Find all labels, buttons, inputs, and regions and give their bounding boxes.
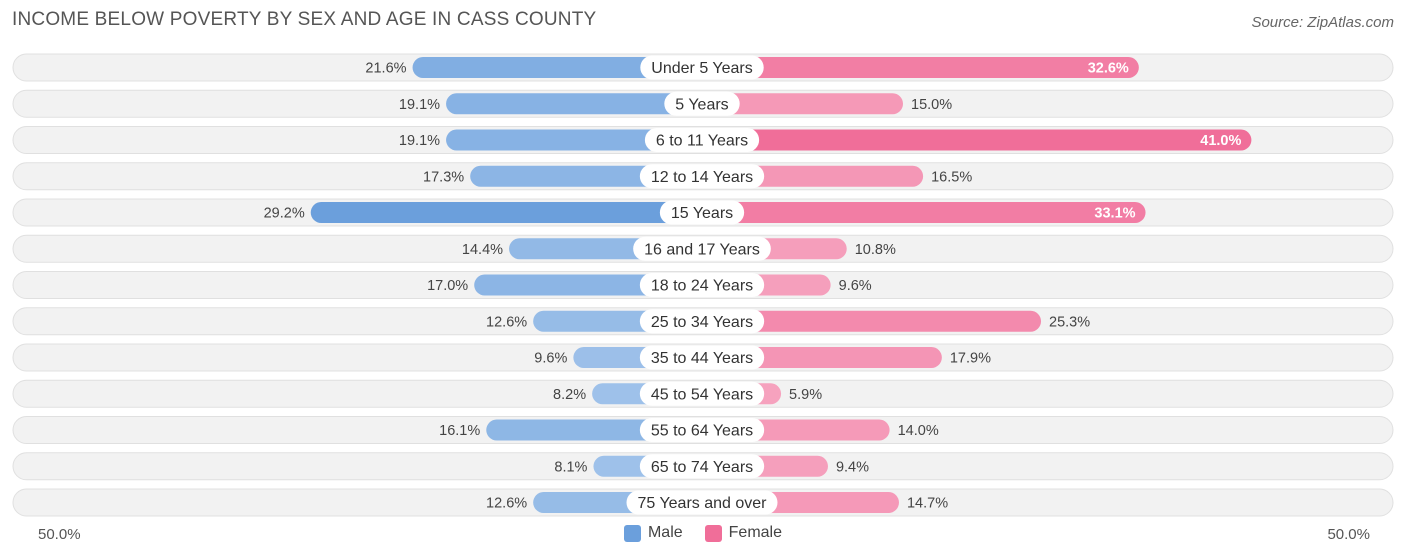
legend-label-female: Female (728, 524, 783, 541)
category-pill (644, 128, 760, 152)
value-label-female: 9.4% (836, 459, 869, 475)
value-label-female: 32.6% (1088, 61, 1129, 77)
bar-female (702, 202, 1146, 223)
value-label-male: 8.1% (554, 459, 587, 475)
value-label-female: 5.9% (789, 387, 822, 403)
value-label-female: 10.8% (855, 242, 896, 258)
category-pill (664, 91, 740, 116)
value-label-female: 16.5% (931, 169, 972, 185)
category-label: Under 5 Years (651, 60, 752, 77)
category-pill (640, 55, 764, 80)
bar-female (702, 57, 1139, 78)
category-pill (639, 309, 765, 334)
chart-title: INCOME BELOW POVERTY BY SEX AND AGE IN C… (12, 9, 597, 30)
value-label-female: 25.3% (1049, 314, 1090, 330)
category-label: 15 Years (671, 205, 733, 222)
category-pill (639, 273, 765, 297)
category-pill (639, 345, 765, 370)
value-label-male: 19.1% (399, 133, 440, 149)
bar-female (702, 310, 1042, 332)
value-label-female: 14.7% (907, 496, 948, 512)
category-label: 25 to 34 Years (651, 314, 753, 331)
value-label-female: 15.0% (911, 97, 952, 113)
value-label-male: 14.4% (462, 242, 503, 258)
category-label: 16 and 17 Years (644, 241, 760, 258)
legend-item-female[interactable]: Female (704, 524, 783, 542)
bar-female (702, 93, 903, 115)
legend-label-male: Male (647, 524, 683, 541)
category-label: 55 to 64 Years (651, 423, 753, 440)
value-label-female: 17.9% (950, 351, 991, 367)
category-pill (639, 418, 765, 442)
category-label: 45 to 54 Years (651, 386, 753, 403)
category-label: 18 to 24 Years (651, 278, 753, 295)
axis-left-label: 50.0% (38, 526, 81, 543)
axis-right-label: 50.0% (1327, 526, 1370, 543)
category-pill (626, 490, 778, 515)
legend: Male Female (0, 524, 1406, 542)
bar-female (702, 129, 1252, 151)
category-label: 65 to 74 Years (651, 459, 753, 476)
legend-item-male[interactable]: Male (623, 524, 683, 542)
value-label-male: 8.2% (553, 387, 586, 403)
bar-male (412, 57, 702, 78)
category-label: 5 Years (675, 96, 728, 113)
legend-swatch-female (704, 524, 722, 542)
category-pill (633, 236, 771, 261)
diverging-bar-chart: 21.6% 32.6% Under 5 Years 19.1% 15.0% 5 Years… (12, 53, 1394, 517)
value-label-male: 19.1% (399, 97, 440, 113)
category-pill (639, 164, 765, 189)
value-label-male: 17.3% (423, 169, 464, 185)
category-label: 6 to 11 Years (656, 133, 748, 150)
value-label-female: 41.0% (1200, 133, 1241, 149)
value-label-male: 12.6% (486, 496, 527, 512)
category-label: 35 to 44 Years (651, 350, 753, 367)
value-label-male: 9.6% (534, 351, 567, 367)
category-pill (659, 200, 745, 225)
chart-source: Source: ZipAtlas.com (1251, 14, 1394, 31)
bar-male (446, 93, 702, 115)
value-label-female: 14.0% (898, 423, 939, 439)
value-label-female: 33.1% (1094, 206, 1135, 222)
bar-male (446, 129, 702, 151)
value-label-male: 16.1% (439, 423, 480, 439)
value-label-male: 29.2% (264, 206, 305, 222)
bar-male (310, 202, 702, 223)
value-label-male: 21.6% (365, 61, 406, 77)
category-label: 75 Years and over (638, 495, 768, 512)
value-label-female: 9.6% (839, 278, 872, 294)
legend-swatch-male (623, 524, 641, 542)
category-pill (639, 454, 765, 479)
value-label-male: 17.0% (427, 278, 468, 294)
category-label: 12 to 14 Years (651, 169, 753, 186)
value-label-male: 12.6% (486, 314, 527, 330)
category-pill (639, 381, 765, 406)
